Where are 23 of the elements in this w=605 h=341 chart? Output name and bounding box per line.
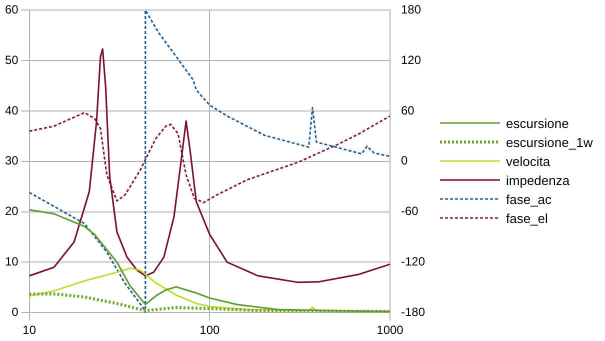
- x-tick-label: 100: [200, 323, 220, 338]
- legend-label: fase_ac: [506, 192, 552, 206]
- y-tick-label: 60: [4, 2, 19, 17]
- legend-label: escursione_1w: [506, 134, 593, 150]
- legend-label: velocita: [506, 154, 550, 168]
- y-tick-label: 20: [4, 204, 19, 218]
- y-tick-label: 30: [4, 154, 19, 168]
- x-tick-label: 10: [22, 323, 36, 338]
- y2-tick-label: -60: [400, 204, 419, 218]
- legend-label: fase_el: [506, 210, 548, 226]
- y2-tick-label: 60: [400, 103, 415, 118]
- y2-tick-label: 0: [400, 154, 408, 168]
- y-tick-label: 40: [4, 103, 19, 118]
- x-tick-label: 1000: [376, 323, 404, 338]
- y2-tick-label: -180: [400, 304, 426, 319]
- y2-tick-label: -120: [400, 254, 426, 269]
- y-tick-label: 0: [12, 304, 19, 319]
- legend-label: escursione: [506, 116, 569, 130]
- legend-label: impedenza: [506, 172, 570, 188]
- y2-tick-label: 120: [400, 52, 422, 67]
- y-tick-label: 10: [4, 254, 19, 269]
- y-tick-label: 50: [4, 52, 19, 67]
- y2-tick-label: 180: [400, 2, 422, 17]
